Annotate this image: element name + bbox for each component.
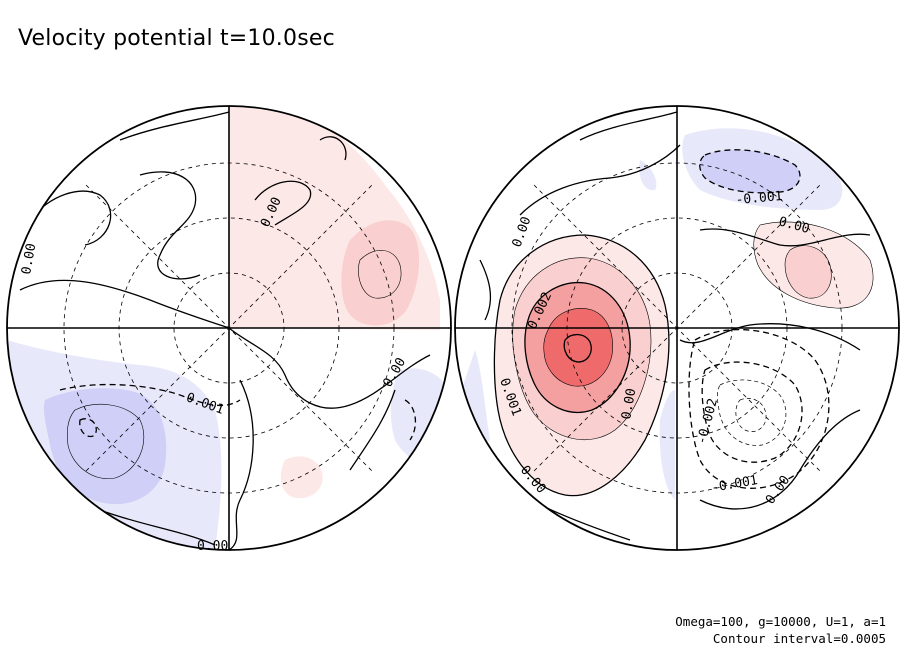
right-negative-contour [688, 328, 830, 489]
right-positive-contour [493, 234, 670, 497]
right-positive-contour [524, 282, 631, 414]
parameters-caption: Omega=100, g=10000, U=1, a=1 [675, 614, 886, 629]
contour-label: -0.002 [694, 397, 721, 446]
contour-label: 0.00 [619, 387, 639, 420]
left-thin-contour [66, 404, 145, 479]
left-zero-contour [319, 136, 347, 161]
left-zero-contour [29, 190, 112, 246]
left-zero-contour [349, 389, 396, 471]
right-zero-contour [699, 409, 861, 510]
contour-label: 0.00 [197, 539, 228, 554]
left-negative-region [390, 368, 448, 470]
left-negative-contour [59, 383, 241, 407]
left-hemisphere [7, 106, 451, 550]
right-zero-contour [479, 259, 492, 321]
contour-interval-caption: Contour interval=0.0005 [712, 631, 886, 646]
right-zero-contour [679, 323, 861, 351]
left-zero-contour [228, 379, 254, 550]
left-zero-contour [99, 509, 216, 546]
right-zero-contour [519, 144, 681, 216]
right-negative-region [659, 390, 675, 500]
left-negative-contour [404, 399, 417, 441]
left-zero-contour [139, 171, 201, 280]
right-thin-contour [784, 245, 832, 299]
contour-label: 0.00 [19, 242, 39, 275]
left-positive-region [280, 456, 323, 499]
right-thin-contour [753, 221, 874, 309]
left-positive-region [341, 220, 420, 326]
left-negative-contour [79, 418, 97, 438]
right-negative-region [639, 160, 657, 191]
left-zero-contour [19, 279, 431, 409]
left-thin-contour [358, 250, 402, 299]
right-hemisphere-boundary [454, 105, 900, 551]
right-positive-region [564, 334, 592, 362]
right-positive-region [785, 245, 832, 299]
right-negative-contour [701, 361, 803, 463]
right-hemisphere [455, 106, 899, 550]
right-thin-contour [543, 308, 613, 387]
right-zero-contour [579, 111, 678, 141]
right-negative-region [458, 350, 490, 450]
left-negative-region [43, 388, 167, 505]
contour-label: -0.001 [735, 189, 783, 208]
right-thin-contour [512, 257, 652, 440]
left-zero-contour [119, 111, 230, 141]
right-negative-thin-contour [735, 398, 767, 432]
left-hemisphere-boundary [6, 105, 452, 551]
left-zero-contour [254, 180, 312, 226]
contour-label: 0.00 [510, 215, 535, 250]
right-negative-contour [699, 149, 801, 194]
right-negative-region [699, 149, 800, 193]
contour-label: -0.001 [710, 473, 759, 496]
right-positive-contour [563, 333, 592, 363]
right-negative-thin-contour [717, 379, 787, 446]
chart-title: Velocity potential t=10.0sec [18, 26, 335, 51]
